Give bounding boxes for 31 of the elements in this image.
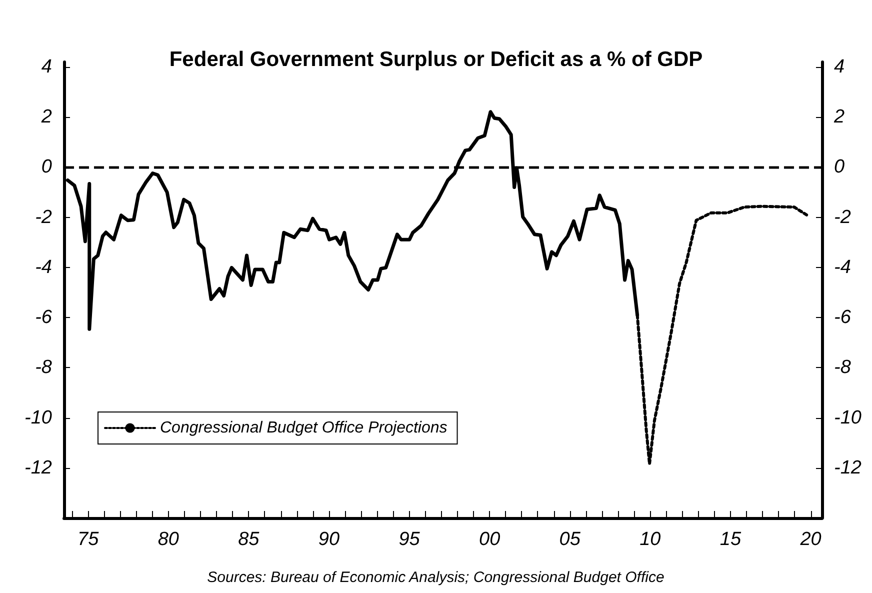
y2-tick-label: 2 (833, 106, 845, 128)
y-tick-label: 4 (41, 56, 52, 78)
x-tick-label: 90 (318, 529, 340, 550)
y2-tick-label: -8 (834, 357, 852, 378)
y-tick-label: -4 (35, 256, 52, 278)
y2-tick-label: -10 (834, 407, 862, 428)
y2-tick-label: -2 (834, 206, 852, 228)
y2-tick-label: -6 (834, 307, 852, 328)
y-tick-label: -6 (35, 307, 52, 328)
x-tick-label: 20 (799, 529, 822, 550)
chart-title: Federal Government Surplus or Deficit as a % of GDP (169, 48, 703, 71)
y2-tick-label: 0 (834, 156, 845, 178)
legend-label: Congressional Budget Office Projections (160, 420, 448, 436)
x-tick-label: 05 (559, 529, 581, 550)
x-tick-label: 75 (78, 529, 100, 550)
y-tick-label: -8 (35, 357, 52, 378)
source-note: Sources: Bureau of Economic Analysis; Congressional Budget Office (207, 569, 664, 586)
x-tick-label: 15 (720, 529, 742, 550)
y2-tick-label: -12 (834, 457, 862, 478)
y2-tick-label: 4 (834, 56, 845, 78)
y-tick-label: -12 (24, 457, 52, 478)
x-tick-label: 95 (398, 529, 420, 550)
x-tick-label: 80 (158, 529, 180, 550)
y-tick-label: -10 (24, 407, 52, 428)
x-tick-label: 85 (238, 529, 260, 550)
y-tick-label: -2 (35, 206, 52, 228)
y-tick-label: 0 (41, 156, 52, 178)
x-tick-label: 10 (640, 529, 662, 550)
y-tick-label: 2 (40, 106, 52, 128)
y2-tick-label: -4 (834, 256, 851, 278)
x-tick-label: 00 (479, 529, 501, 550)
